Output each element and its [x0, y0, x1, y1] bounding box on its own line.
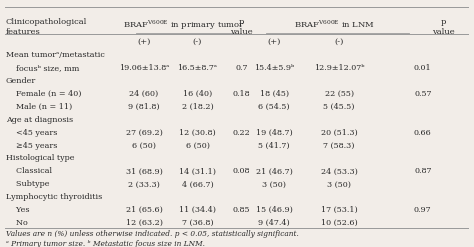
Text: Male (n = 11): Male (n = 11): [6, 103, 72, 111]
Text: 0.57: 0.57: [414, 90, 431, 98]
Text: 9 (47.4): 9 (47.4): [258, 219, 290, 227]
Text: 9 (81.8): 9 (81.8): [128, 103, 160, 111]
Text: 21 (46.7): 21 (46.7): [256, 167, 292, 175]
Text: 24 (60): 24 (60): [129, 90, 159, 98]
Text: BRAF$^{\mathregular{V600E}}$ in primary tumor: BRAF$^{\mathregular{V600E}}$ in primary …: [123, 18, 245, 32]
Text: 12.9±12.07ᵇ: 12.9±12.07ᵇ: [314, 64, 365, 72]
Text: 18 (45): 18 (45): [260, 90, 289, 98]
Text: 5 (41.7): 5 (41.7): [258, 142, 290, 149]
Text: Values are n (%) unless otherwise indicated. p < 0.05, statistically significant: Values are n (%) unless otherwise indica…: [6, 230, 299, 239]
Text: 20 (51.3): 20 (51.3): [321, 129, 357, 137]
Text: Subtype: Subtype: [6, 180, 49, 188]
Text: <45 years: <45 years: [6, 129, 57, 137]
Text: Classical: Classical: [6, 167, 52, 175]
Text: No: No: [6, 219, 27, 227]
Text: 2 (33.3): 2 (33.3): [128, 180, 160, 188]
Text: 0.85: 0.85: [233, 206, 250, 214]
Text: 12 (30.8): 12 (30.8): [179, 129, 216, 137]
Text: 2 (18.2): 2 (18.2): [182, 103, 213, 111]
Text: 6 (50): 6 (50): [132, 142, 156, 149]
Text: 3 (50): 3 (50): [327, 180, 351, 188]
Text: Female (n = 40): Female (n = 40): [6, 90, 81, 98]
Text: 11 (34.4): 11 (34.4): [179, 206, 216, 214]
Text: 22 (55): 22 (55): [325, 90, 354, 98]
Text: 19.06±13.8ᵃ: 19.06±13.8ᵃ: [119, 64, 169, 72]
Text: focusᵇ size, mm: focusᵇ size, mm: [6, 64, 79, 72]
Text: 7 (36.8): 7 (36.8): [182, 219, 213, 227]
Text: 15 (46.9): 15 (46.9): [256, 206, 292, 214]
Text: 24 (53.3): 24 (53.3): [321, 167, 357, 175]
Text: 0.22: 0.22: [233, 129, 251, 137]
Text: 12 (63.2): 12 (63.2): [126, 219, 163, 227]
Text: 27 (69.2): 27 (69.2): [126, 129, 163, 137]
Text: 3 (50): 3 (50): [262, 180, 286, 188]
Text: (+): (+): [267, 38, 281, 45]
Text: 6 (54.5): 6 (54.5): [258, 103, 290, 111]
Text: 16.5±8.7ᵃ: 16.5±8.7ᵃ: [178, 64, 218, 72]
Text: 21 (65.6): 21 (65.6): [126, 206, 163, 214]
Text: 0.7: 0.7: [236, 64, 248, 72]
Text: p
value: p value: [230, 18, 253, 36]
Text: 4 (66.7): 4 (66.7): [182, 180, 213, 188]
Text: 6 (50): 6 (50): [185, 142, 210, 149]
Text: 0.01: 0.01: [414, 64, 432, 72]
Text: 15.4±5.9ᵇ: 15.4±5.9ᵇ: [254, 64, 294, 72]
Text: Clinicopathological
features: Clinicopathological features: [6, 18, 87, 36]
Text: 14 (31.1): 14 (31.1): [179, 167, 216, 175]
Text: 17 (53.1): 17 (53.1): [321, 206, 357, 214]
Text: Lymphocytic thyroiditis: Lymphocytic thyroiditis: [6, 193, 102, 201]
Text: Mean tumorᵃ/metastatic: Mean tumorᵃ/metastatic: [6, 51, 105, 59]
Text: 5 (45.5): 5 (45.5): [323, 103, 355, 111]
Text: 10 (52.6): 10 (52.6): [321, 219, 357, 227]
Text: 31 (68.9): 31 (68.9): [126, 167, 163, 175]
Text: 0.08: 0.08: [233, 167, 250, 175]
Text: ᵃ Primary tumor size. ᵇ Metastatic focus size in LNM.: ᵃ Primary tumor size. ᵇ Metastatic focus…: [6, 240, 205, 247]
Text: Age at diagnosis: Age at diagnosis: [6, 116, 73, 124]
Text: 19 (48.7): 19 (48.7): [256, 129, 292, 137]
Text: 0.66: 0.66: [414, 129, 432, 137]
Text: 0.87: 0.87: [414, 167, 431, 175]
Text: 0.18: 0.18: [233, 90, 250, 98]
Text: Histological type: Histological type: [6, 154, 74, 163]
Text: Yes: Yes: [6, 206, 29, 214]
Text: BRAF$^{\mathregular{V600E}}$ in LNM: BRAF$^{\mathregular{V600E}}$ in LNM: [294, 18, 375, 30]
Text: (-): (-): [335, 38, 344, 45]
Text: ≥45 years: ≥45 years: [6, 142, 57, 149]
Text: p
value: p value: [432, 18, 455, 36]
Text: 7 (58.3): 7 (58.3): [323, 142, 355, 149]
Text: (-): (-): [193, 38, 202, 45]
Text: Gender: Gender: [6, 77, 36, 85]
Text: (+): (+): [137, 38, 151, 45]
Text: 16 (40): 16 (40): [183, 90, 212, 98]
Text: 0.97: 0.97: [414, 206, 432, 214]
